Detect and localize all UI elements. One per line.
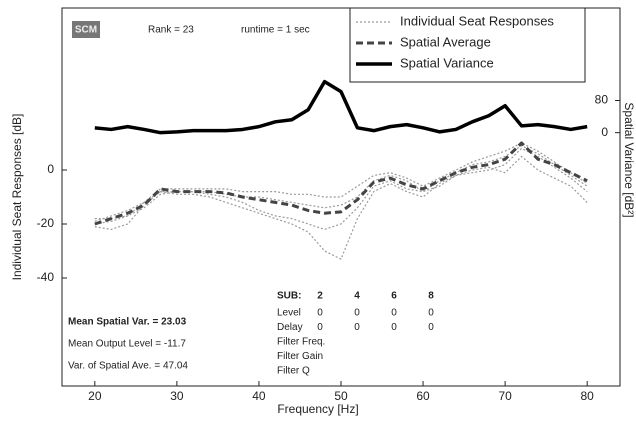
seat-response-line <box>94 147 588 230</box>
legend-label: Individual Seat Responses <box>400 13 554 28</box>
x-tick-label: 80 <box>580 389 594 403</box>
stat: Mean Output Level = -11.7 <box>68 339 186 350</box>
y-tick-label: -20 <box>37 216 55 230</box>
seat-response-line <box>94 145 588 220</box>
seat-response-line <box>94 142 588 222</box>
badge-bg <box>72 21 100 38</box>
table-cell: 0 <box>428 308 434 319</box>
table-cell: 0 <box>354 308 360 319</box>
badge: SCM <box>75 25 97 36</box>
table-header: 6 <box>391 291 397 302</box>
x-tick-label: 30 <box>170 389 184 403</box>
stat: Mean Spatial Var. = 23.03 <box>68 317 187 328</box>
table-row-label: Filter Gain <box>277 351 323 362</box>
y2-axis-label: Spatial Variance [dB²] <box>622 102 636 217</box>
table-header: 2 <box>317 291 323 302</box>
y-axis-label: Individual Seat Responses [dB] <box>10 114 24 281</box>
table-cell: 0 <box>391 308 397 319</box>
x-tick-label: 40 <box>252 389 266 403</box>
legend-label: Spatial Average <box>400 34 491 49</box>
stat: Var. of Spatial Ave. = 47.04 <box>68 361 188 372</box>
table-header: SUB: <box>277 291 301 302</box>
x-tick-label: 20 <box>88 389 102 403</box>
x-tick-label: 60 <box>416 389 430 403</box>
table-row-label: Filter Freq. <box>277 337 325 348</box>
y2-tick-label: 0 <box>601 125 608 139</box>
series-line <box>94 79 588 135</box>
y-tick-label: -40 <box>37 270 55 284</box>
table-cell: 0 <box>428 322 434 333</box>
table-row-label: Filter Q <box>277 366 310 377</box>
table-cell: 0 <box>317 308 323 319</box>
runtime: runtime = 1 sec <box>241 25 310 36</box>
legend-box <box>349 7 586 83</box>
table-header: 8 <box>428 291 434 302</box>
table-cell: 0 <box>354 322 360 333</box>
x-tick-label: 70 <box>498 389 512 403</box>
series-line <box>94 141 588 226</box>
rank: Rank = 23 <box>148 25 194 36</box>
y-tick-label: 0 <box>47 162 54 176</box>
table-header: 4 <box>354 291 360 302</box>
seat-response-line <box>94 155 588 260</box>
x-tick-label: 50 <box>334 389 348 403</box>
legend-label: Spatial Variance <box>400 55 494 70</box>
table-cell: 0 <box>391 322 397 333</box>
y2-tick-label: 80 <box>595 93 609 107</box>
table-row-label: Level <box>277 308 301 319</box>
table-row-label: Delay <box>277 322 303 333</box>
table-cell: 0 <box>317 322 323 333</box>
x-axis-label: Frequency [Hz] <box>277 402 358 416</box>
